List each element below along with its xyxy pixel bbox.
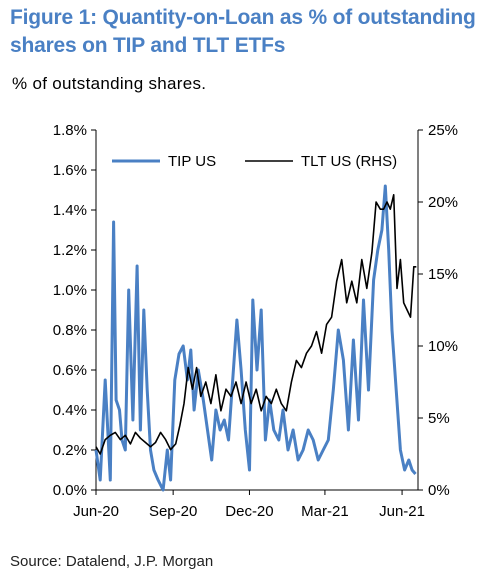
left-tick-label: 0.6%	[53, 362, 87, 379]
series-line-tlt	[95, 194, 417, 455]
figure-source: Source: Datalend, J.P. Morgan	[10, 553, 214, 570]
right-tick-label: 10%	[428, 338, 458, 355]
chart-legend: TIP US TLT US (RHS)	[112, 153, 397, 170]
x-tick-label: Sep-20	[149, 503, 197, 520]
right-tick-label: 25%	[428, 122, 458, 139]
left-tick-label: 1.6%	[53, 162, 87, 179]
right-tick-label: 20%	[428, 194, 458, 211]
left-tick-label: 0.4%	[53, 402, 87, 419]
left-tick-label: 1.4%	[53, 202, 87, 219]
left-tick-label: 1.2%	[53, 242, 87, 259]
chart-series	[94, 184, 417, 492]
x-tick-label: Mar-21	[301, 503, 349, 520]
chart-axes: 0.0% 0.2% 0.4% 0.6% 0.8% 1.0% 1.2% 1.4% 1.6% 1.8%…	[53, 122, 458, 520]
left-tick-label: 0.8%	[53, 322, 87, 339]
figure-subtitle: % of outstanding shares.	[12, 74, 207, 93]
left-tick-label: 0.0%	[53, 482, 87, 499]
x-tick-label: Jun-20	[73, 503, 119, 520]
right-tick-label: 0%	[428, 482, 450, 499]
left-tick-label: 1.0%	[53, 282, 87, 299]
left-tick-label: 1.8%	[53, 122, 87, 139]
figure-title: Figure 1: Quantity-on-Loan as % of outst…	[10, 6, 476, 57]
right-tick-label: 15%	[428, 266, 458, 283]
x-tick-label: Jun-21	[379, 503, 425, 520]
right-tick-label: 5%	[428, 410, 450, 427]
series-line-tip	[94, 184, 417, 492]
x-tick-label: Dec-20	[225, 503, 273, 520]
left-tick-label: 0.2%	[53, 442, 87, 459]
legend-tip-label: TIP US	[168, 153, 216, 170]
legend-tlt-label: TLT US (RHS)	[301, 153, 397, 170]
